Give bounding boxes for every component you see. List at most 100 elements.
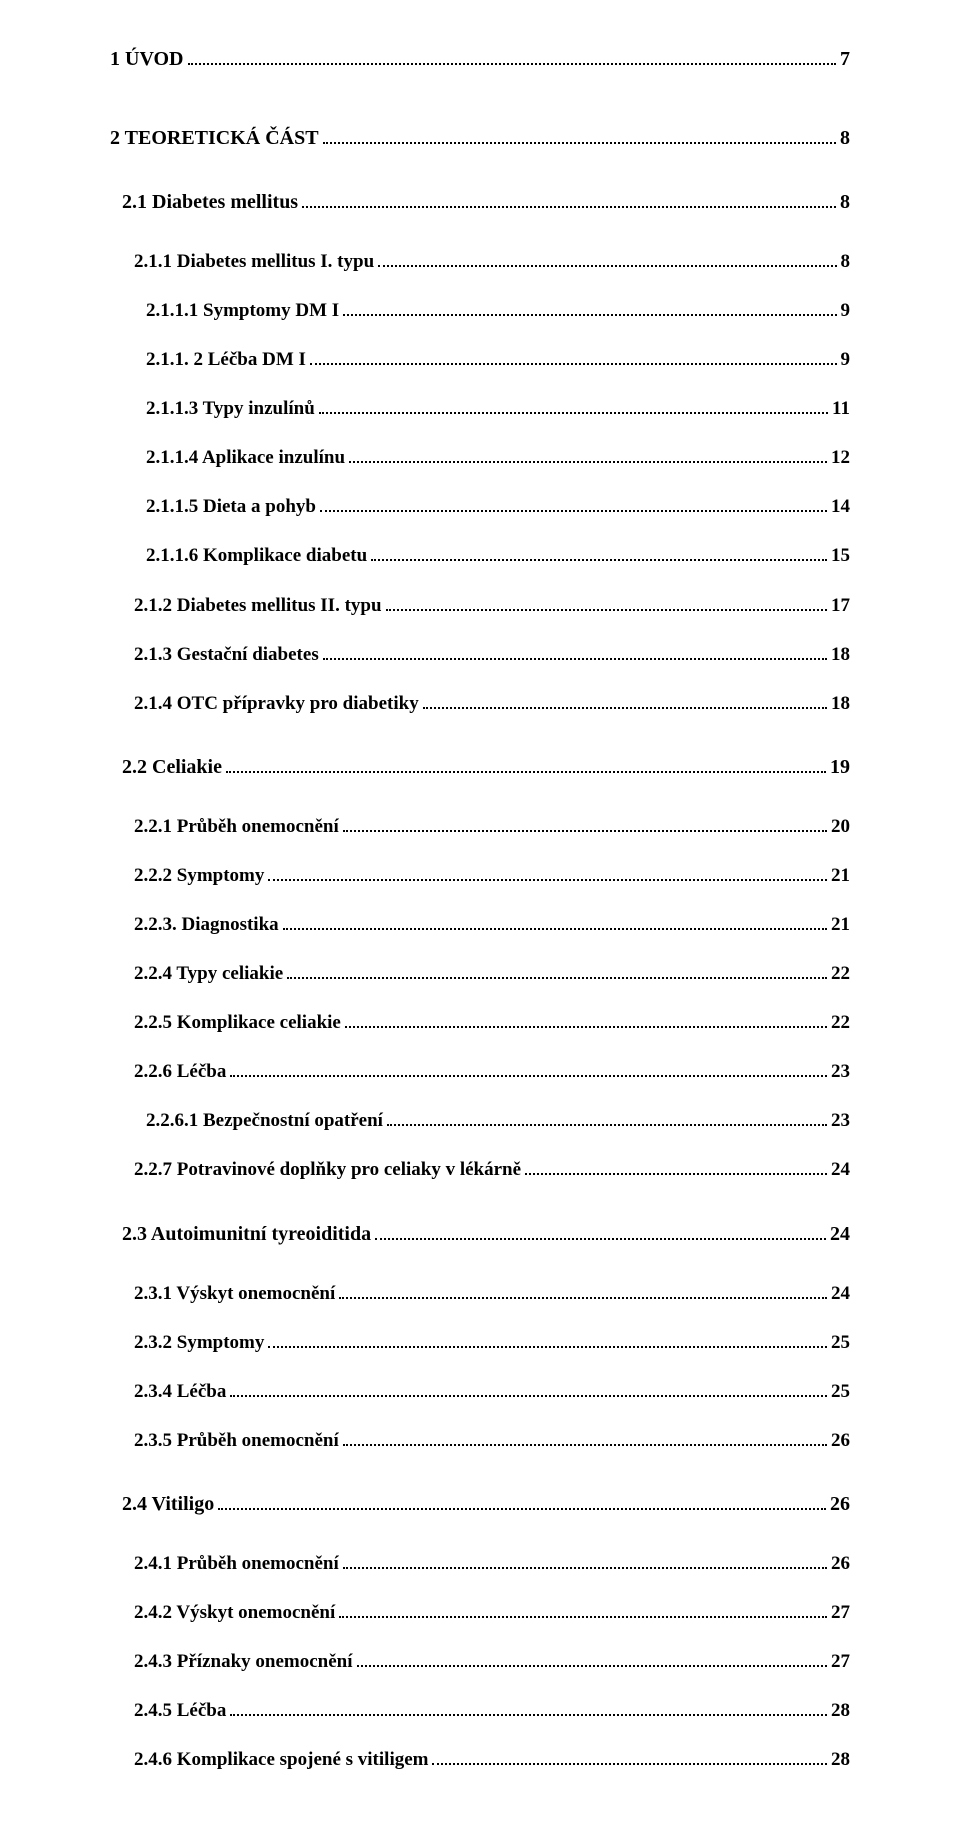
toc-page-number: 25: [831, 1332, 850, 1354]
toc-dot-leader: [343, 813, 827, 832]
toc-row: 2.4.3 Příznaky onemocnění27: [110, 1648, 850, 1673]
toc-row: 2.1 Diabetes mellitus8: [110, 188, 850, 214]
toc-label: 2.1.1 Diabetes mellitus I. typu: [134, 251, 374, 273]
toc-page-number: 8: [840, 127, 850, 150]
toc-page-number: 23: [831, 1061, 850, 1083]
toc-page-number: 17: [831, 595, 850, 617]
toc-label: 2.2.3. Diagnostika: [134, 914, 279, 936]
toc-dot-leader: [268, 862, 827, 881]
toc-dot-leader: [371, 542, 827, 561]
toc-row: 2.1.1.5 Dieta a pohyb14: [110, 493, 850, 518]
toc-dot-leader: [268, 1329, 827, 1348]
toc-dot-leader: [343, 1427, 827, 1446]
toc-row: 2.1.1 Diabetes mellitus I. typu 8: [110, 248, 850, 273]
toc-row: 2.1.1.6 Komplikace diabetu 15: [110, 542, 850, 567]
toc-dot-leader: [323, 641, 827, 660]
toc-label: 2.4 Vitiligo: [122, 1493, 214, 1516]
toc-dot-leader: [386, 591, 827, 610]
toc-page-number: 8: [841, 251, 851, 273]
toc-row: 2.2.2 Symptomy 21: [110, 862, 850, 887]
toc-page-number: 24: [831, 1159, 850, 1181]
toc-label: 2.1.1.6 Komplikace diabetu: [146, 545, 367, 567]
toc-label: 1 ÚVOD: [110, 48, 184, 71]
toc-page-number: 28: [831, 1749, 850, 1771]
toc-label: 2.2.7 Potravinové doplňky pro celiaky v …: [134, 1159, 521, 1181]
toc-row: 2.4.5 Léčba28: [110, 1697, 850, 1722]
toc-page-number: 26: [831, 1553, 850, 1575]
toc-page: 1 ÚVOD72 TEORETICKÁ ČÁST82.1 Diabetes me…: [0, 0, 960, 1831]
toc-label: 2.1.1.1 Symptomy DM I: [146, 300, 339, 322]
toc-dot-leader: [218, 1490, 826, 1510]
toc-dot-leader: [339, 1279, 827, 1298]
toc-row: 2.3.4 Léčba25: [110, 1378, 850, 1403]
toc-label: 2.4.5 Léčba: [134, 1700, 226, 1722]
toc-row: 2.2.6 Léčba23: [110, 1058, 850, 1083]
toc-row: 2.4.2 Výskyt onemocnění 27: [110, 1599, 850, 1624]
toc-label: 2.4.6 Komplikace spojené s vitiligem: [134, 1749, 428, 1771]
toc-row: 1 ÚVOD7: [110, 45, 850, 71]
toc-label: 2.1.2 Diabetes mellitus II. typu: [134, 595, 382, 617]
toc-page-number: 8: [840, 191, 850, 214]
toc-label: 2.2.4 Typy celiakie: [134, 963, 283, 985]
toc-row: 2.2.3. Diagnostika21: [110, 911, 850, 936]
toc-dot-leader: [230, 1378, 827, 1397]
toc-dot-leader: [323, 124, 836, 144]
toc-row: 2.1.1.1 Symptomy DM I9: [110, 297, 850, 322]
toc-dot-leader: [345, 1009, 827, 1028]
toc-row: 2.3 Autoimunitní tyreoiditida 24: [110, 1220, 850, 1246]
toc-row: 2.1.4 OTC přípravky pro diabetiky18: [110, 690, 850, 715]
toc-label: 2.2.6.1 Bezpečnostní opatření: [146, 1110, 383, 1132]
toc-row: 2.3.5 Průběh onemocnění26: [110, 1427, 850, 1452]
toc-dot-leader: [302, 188, 836, 208]
toc-row: 2.1.1.3 Typy inzulínů11: [110, 395, 850, 420]
toc-row: 2.2.7 Potravinové doplňky pro celiaky v …: [110, 1156, 850, 1181]
toc-page-number: 22: [831, 1012, 850, 1034]
toc-dot-leader: [287, 960, 827, 979]
toc-dot-leader: [320, 493, 827, 512]
toc-page-number: 20: [831, 816, 850, 838]
toc-row: 2.2.1 Průběh onemocnění20: [110, 813, 850, 838]
toc-label: 2.4.1 Průběh onemocnění: [134, 1553, 339, 1575]
toc-dot-leader: [188, 45, 837, 65]
toc-label: 2 TEORETICKÁ ČÁST: [110, 127, 319, 150]
toc-label: 2.4.2 Výskyt onemocnění: [134, 1602, 335, 1624]
toc-row: 2.1.1. 2 Léčba DM I9: [110, 346, 850, 371]
toc-dot-leader: [283, 911, 827, 930]
toc-page-number: 19: [830, 756, 850, 779]
toc-label: 2.1.1.3 Typy inzulínů: [146, 398, 315, 420]
toc-label: 2.3.1 Výskyt onemocnění: [134, 1283, 335, 1305]
toc-page-number: 24: [831, 1283, 850, 1305]
toc-page-number: 9: [841, 349, 851, 371]
toc-dot-leader: [343, 1550, 827, 1569]
toc-dot-leader: [319, 395, 828, 414]
toc-page-number: 25: [831, 1381, 850, 1403]
toc-row: 2.1.3 Gestační diabetes 18: [110, 641, 850, 666]
toc-dot-leader: [349, 444, 827, 463]
toc-label: 2.1.4 OTC přípravky pro diabetiky: [134, 693, 419, 715]
toc-dot-leader: [378, 248, 836, 267]
toc-page-number: 18: [831, 644, 850, 666]
toc-dot-leader: [339, 1599, 827, 1618]
toc-dot-leader: [357, 1648, 828, 1667]
toc-row: 2 TEORETICKÁ ČÁST 8: [110, 124, 850, 150]
toc-row: 2.1.1.4 Aplikace inzulínu12: [110, 444, 850, 469]
toc-page-number: 15: [831, 545, 850, 567]
toc-page-number: 27: [831, 1602, 850, 1624]
toc-label: 2.4.3 Příznaky onemocnění: [134, 1651, 353, 1673]
toc-page-number: 21: [831, 865, 850, 887]
toc-label: 2.3 Autoimunitní tyreoiditida: [122, 1223, 371, 1246]
toc-label: 2.3.5 Průběh onemocnění: [134, 1430, 339, 1452]
toc-row: 2.1.2 Diabetes mellitus II. typu 17: [110, 591, 850, 616]
toc-dot-leader: [375, 1220, 826, 1240]
toc-dot-leader: [310, 346, 837, 365]
toc-label: 2.2.5 Komplikace celiakie: [134, 1012, 341, 1034]
toc-label: 2.2 Celiakie: [122, 756, 222, 779]
toc-label: 2.2.2 Symptomy: [134, 865, 264, 887]
toc-label: 2.1.3 Gestační diabetes: [134, 644, 319, 666]
toc-dot-leader: [226, 753, 826, 773]
toc-dot-leader: [423, 690, 827, 709]
toc-page-number: 24: [830, 1223, 850, 1246]
toc-dot-leader: [343, 297, 836, 316]
toc-dot-leader: [432, 1746, 827, 1765]
toc-row: 2.4.1 Průběh onemocnění 26: [110, 1550, 850, 1575]
